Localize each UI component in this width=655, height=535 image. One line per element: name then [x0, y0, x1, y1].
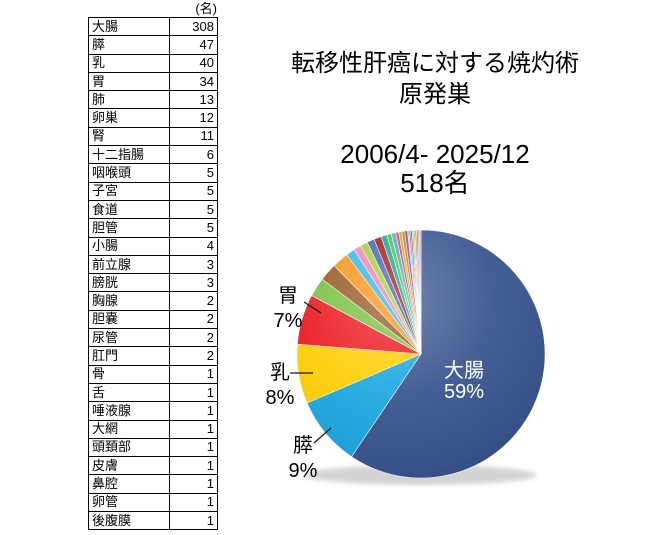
- pie-label-pancreas: 膵 9%: [277, 434, 329, 484]
- pie-label-breast-name: 乳: [270, 362, 290, 384]
- table-row: 胸腺 2: [88, 291, 218, 311]
- pie-label-stomach-name: 胃: [278, 285, 298, 307]
- leader-line-pancreas: [313, 427, 332, 444]
- table-row: 鼻腔 1: [88, 474, 218, 494]
- organ-name-cell: 小腸: [88, 236, 170, 256]
- pie-label-stomach-pct: 7%: [273, 310, 303, 332]
- count-cell: 1: [169, 511, 218, 531]
- table-row: 膀胱 3: [88, 273, 218, 293]
- organ-name-cell: 皮膚: [88, 456, 170, 476]
- pie-label-pancreas-name: 膵: [293, 435, 313, 457]
- organ-name-cell: 十二指腸: [88, 145, 170, 165]
- pie-label-breast-pct: 8%: [265, 387, 295, 409]
- count-cell: 308: [169, 16, 218, 37]
- pie-label-colon-pct: 59%: [443, 381, 485, 403]
- table-row: 肺 13: [88, 90, 218, 110]
- chart-period: 2006/4- 2025/12: [340, 139, 530, 169]
- count-cell: 5: [169, 181, 218, 201]
- chart-subtitle: 2006/4- 2025/12 518名: [230, 140, 640, 198]
- pie-label-pancreas-pct: 9%: [288, 460, 318, 482]
- table-row: 小腸 4: [88, 236, 218, 256]
- chart-total-count: 518名: [400, 168, 470, 198]
- table-row: 腎 11: [88, 126, 218, 147]
- table-row: 乳 40: [88, 53, 218, 73]
- organ-name-cell: 咽喉頭: [88, 163, 170, 183]
- table-row: 咽喉頭 5: [88, 163, 218, 183]
- chart-title-line2: 原発巣: [399, 81, 471, 108]
- chart-title: 転移性肝癌に対する焼灼術 原発巣: [230, 48, 640, 110]
- organ-name-cell: 胆嚢: [88, 309, 170, 330]
- organ-name-cell: 舌: [88, 382, 170, 403]
- primary-site-table: (名) 大腸 308 膵 47 乳 40 胃 34 肺 13 卵巣 12 腎 11 十二指腸 6 咽喉頭 5 子宮 5…: [88, 0, 219, 531]
- table-row: 大腸 308: [88, 16, 218, 37]
- table-row: 胆嚢 2: [88, 309, 218, 330]
- organ-name-cell: 胆管: [88, 218, 170, 238]
- count-cell: 40: [169, 53, 218, 73]
- pie-label-breast: 乳 8%: [254, 361, 306, 411]
- organ-name-cell: 後腹膜: [88, 511, 170, 531]
- table-row: 大網 1: [88, 419, 218, 439]
- pie-label-colon-name: 大腸: [444, 360, 484, 382]
- table-unit-header: (名): [195, 1, 217, 16]
- organ-name-cell: 鼻腔: [88, 474, 170, 494]
- count-cell: 34: [169, 71, 218, 92]
- chart-title-line1: 転移性肝癌に対する焼灼術: [291, 50, 579, 77]
- counts-table: 大腸 308 膵 47 乳 40 胃 34 肺 13 卵巣 12 腎 11 十二指腸 6 咽喉頭 5 子宮 5 食道 5 胆…: [88, 16, 218, 531]
- table-row: 後腹膜 1: [88, 511, 218, 531]
- leader-line-stomach: [303, 301, 322, 314]
- pie-label-stomach: 胃 7%: [262, 284, 314, 334]
- pie-label-colon: 大腸 59%: [431, 361, 497, 403]
- table-row: 皮膚 1: [88, 456, 218, 476]
- table-row: 唾液腺 1: [88, 401, 218, 421]
- table-row: 肛門 2: [88, 346, 218, 366]
